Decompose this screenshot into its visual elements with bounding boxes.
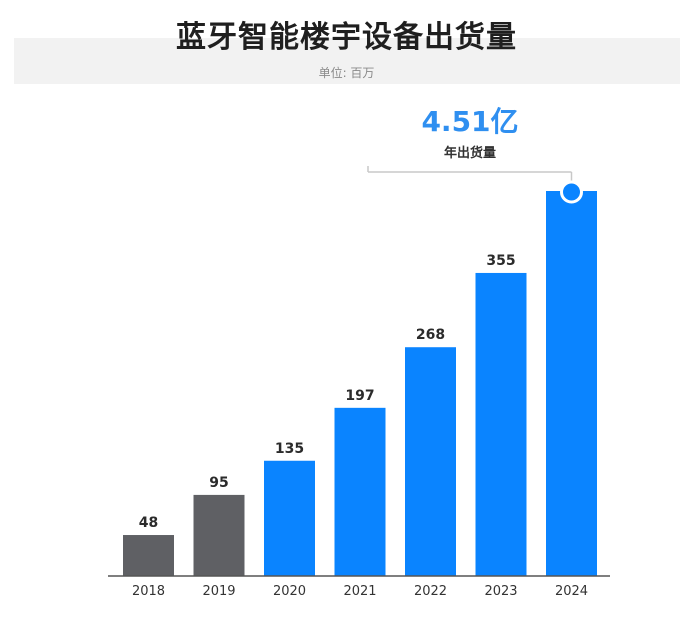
chart-subtitle: 单位: 百万: [318, 66, 375, 80]
x-tick-2018: 2018: [132, 584, 165, 599]
x-tick-2021: 2021: [343, 584, 376, 599]
highlight-marker: [560, 180, 583, 204]
bar-2021: [334, 407, 386, 576]
callout-label: 年出货量: [443, 146, 496, 161]
x-tick-2023: 2023: [484, 584, 517, 599]
bar-2018: [123, 535, 174, 576]
data-label-2023: 355: [486, 253, 515, 269]
chart-title: 蓝牙智能楼宇设备出货量: [176, 20, 517, 55]
bar-2019: [193, 494, 245, 576]
x-tick-2024: 2024: [555, 584, 588, 599]
bar-2020: [264, 460, 315, 576]
x-tick-2022: 2022: [414, 584, 447, 599]
data-label-2022: 268: [416, 327, 445, 343]
bar-2023: [475, 272, 527, 576]
data-label-2020: 135: [275, 441, 304, 457]
x-tick-2020: 2020: [273, 584, 306, 599]
callout-value: 4.51亿: [421, 105, 519, 138]
bar-2022: [405, 347, 456, 576]
data-label-2021: 197: [345, 388, 374, 404]
title-band: [14, 38, 680, 84]
data-label-2019: 95: [209, 475, 228, 491]
data-label-2018: 48: [139, 515, 158, 531]
x-tick-2019: 2019: [202, 584, 235, 599]
bar-2024: [546, 191, 597, 576]
